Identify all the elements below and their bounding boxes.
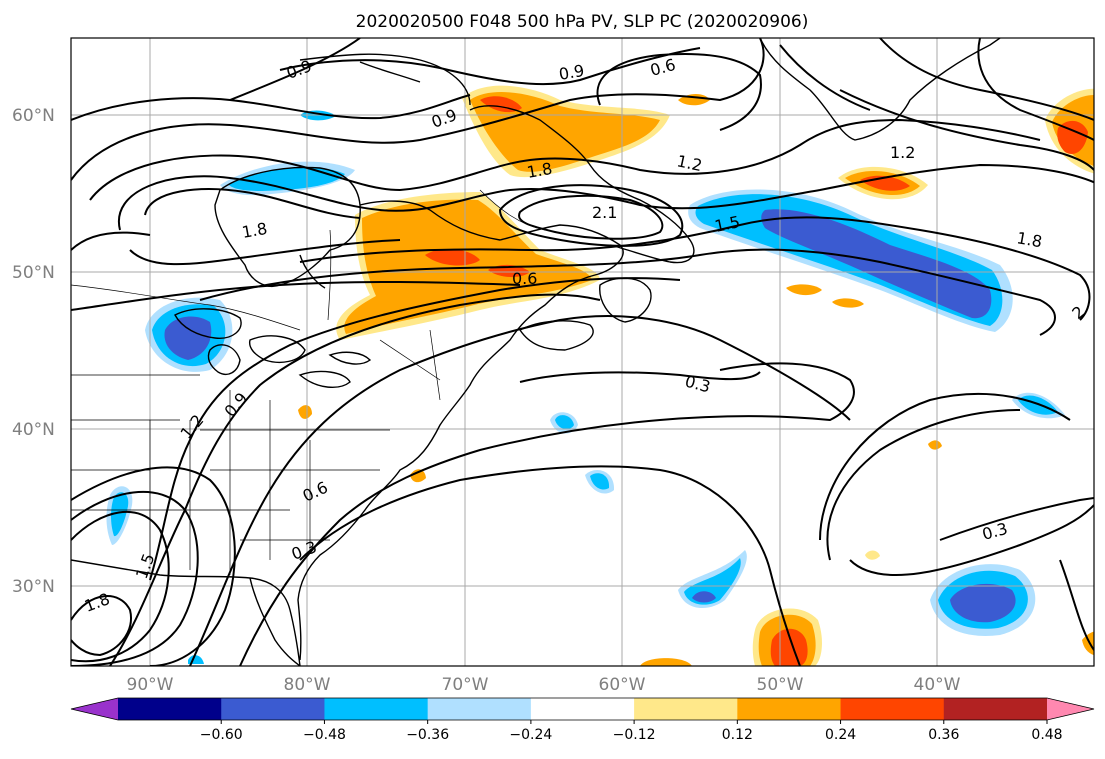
contour-label: 1.8 [240,219,268,242]
contour-label: 1.8 [525,159,553,182]
colorbar-tick-label: 0.48 [1031,727,1062,743]
colorbar-segment [840,698,945,720]
contour-label: 1.8 [1015,228,1043,251]
colorbar-tick-label: −0.12 [613,727,656,743]
lon-label: 50°W [757,675,804,695]
colorbar-segment [221,698,325,720]
lon-label: 60°W [599,675,646,695]
slp-contours [71,38,1094,666]
lon-label: 70°W [442,675,489,695]
contour-label: 0.9 [557,61,585,84]
colorbar-extend-high [1047,698,1094,720]
colorbar-outline [70,697,1095,721]
contour-label: 2.1 [592,203,617,222]
lat-label: 30°N [12,577,55,597]
coastlines [71,38,1001,666]
colorbar-segment [427,698,532,720]
contour-label: 1.2 [675,151,704,175]
colorbar-tick-label: 0.12 [722,727,753,743]
contour-label: 1.5 [713,212,742,236]
colorbar-tick-label: 0.36 [928,727,959,743]
colorbar-tick-label: −0.36 [406,727,449,743]
pv-shading [106,85,1094,666]
colorbar-extend-low [71,698,118,720]
colorbar-segment [634,698,738,720]
colorbar-segment [737,698,842,720]
colorbar-tick-label: −0.24 [509,727,552,743]
lon-label: 80°W [284,675,331,695]
lat-label: 40°N [12,420,55,440]
colorbar-segment [943,698,1048,720]
contour-label: 0.6 [512,269,537,288]
colorbar-tick-label: −0.60 [200,727,243,743]
contour-label: 1.2 [890,143,915,162]
colorbar-segment [530,698,635,720]
lon-label: 40°W [914,675,961,695]
colorbar-tick-label: 0.24 [825,727,856,743]
colorbar-segment [118,698,222,720]
map-frame [70,37,1095,667]
colorbar-segment [324,698,429,720]
colorbar-tick-label: −0.48 [303,727,346,743]
chart-title: 2020020500 F048 500 hPa PV, SLP PC (2020… [356,12,809,32]
lon-label: 90°W [127,675,174,695]
lat-label: 50°N [12,263,55,283]
colorbar: −0.60 −0.48 −0.36 −0.24 −0.12 0.12 0.24 0.36 0.4… [70,697,1095,743]
lat-label: 60°N [12,106,55,126]
